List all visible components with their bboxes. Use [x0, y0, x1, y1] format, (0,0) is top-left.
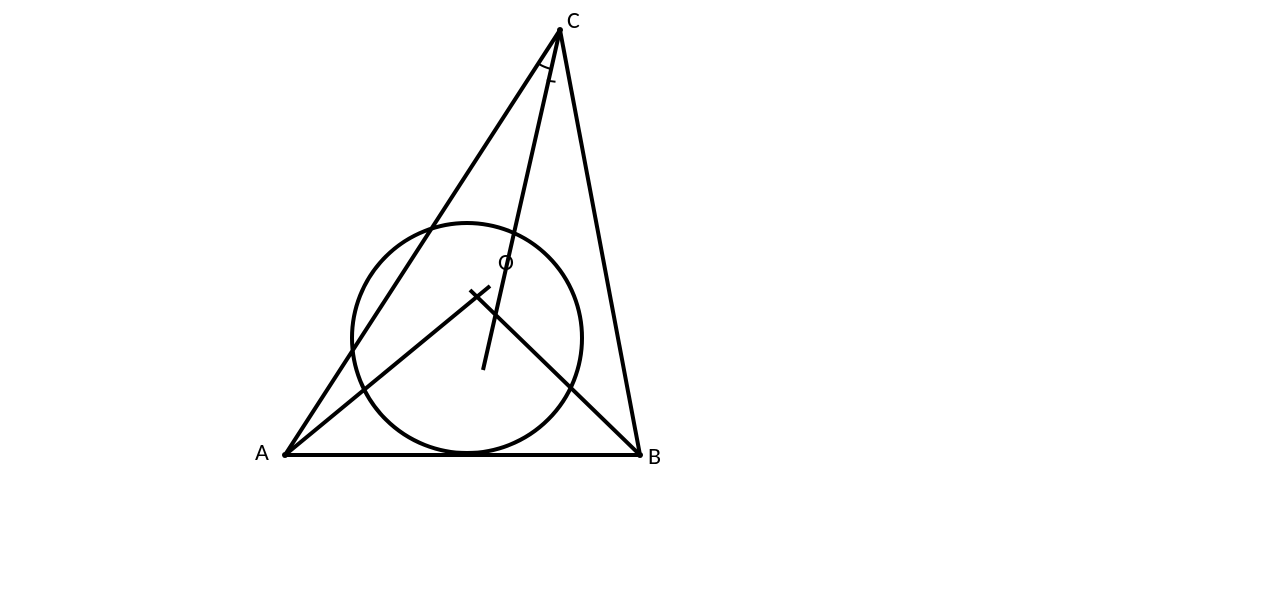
angle-mark-2 — [547, 80, 556, 82]
vertex-points — [282, 27, 643, 458]
angle-mark-1 — [539, 64, 550, 69]
label-C: C — [567, 6, 580, 35]
label-O: O — [498, 248, 514, 277]
edge-CA — [285, 30, 560, 455]
segment-AO — [285, 286, 490, 455]
inscribed-circle — [352, 223, 582, 453]
geometry-canvas — [0, 0, 1270, 598]
label-B: B — [648, 442, 661, 471]
cevians-to-incenter — [285, 30, 640, 455]
point-A — [282, 452, 288, 458]
triangle — [285, 30, 640, 455]
point-B — [637, 452, 643, 458]
label-A: A — [255, 438, 269, 467]
point-C — [557, 27, 563, 33]
